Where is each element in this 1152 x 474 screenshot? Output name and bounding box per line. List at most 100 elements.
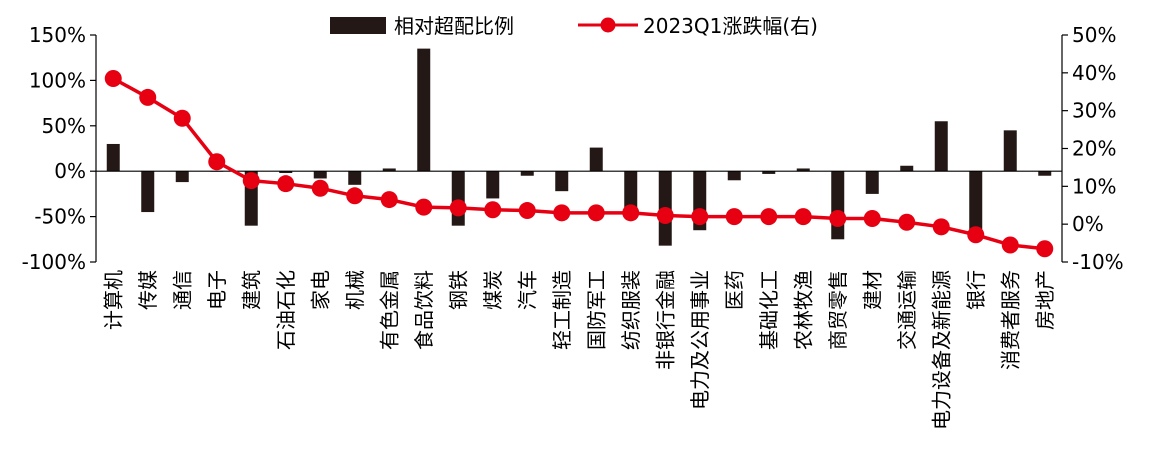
line-point [277, 175, 295, 193]
right-tick-label: 40% [1072, 61, 1116, 85]
category-label: 医药 [722, 270, 746, 310]
bar [520, 171, 534, 176]
bar [141, 171, 155, 213]
right-tick-label: 0% [1072, 212, 1104, 236]
category-label: 非银行金融 [653, 270, 677, 370]
legend-bar-swatch [330, 17, 386, 34]
bar [106, 143, 120, 172]
line-point [1001, 236, 1019, 254]
category-label: 房地产 [1033, 270, 1057, 330]
bar [624, 171, 638, 208]
right-tick-label: 20% [1072, 137, 1116, 161]
bar [451, 171, 465, 226]
category-label: 家电 [308, 270, 332, 310]
left-tick-label: 50% [42, 114, 86, 138]
bar [900, 165, 914, 172]
bar [1038, 171, 1052, 176]
line-point [760, 208, 778, 226]
line-point [380, 191, 398, 209]
line-point [484, 201, 502, 219]
category-label: 有色金属 [377, 270, 401, 350]
bar [727, 171, 741, 181]
line-point [242, 172, 260, 190]
category-label: 交通运输 [895, 270, 919, 350]
bar [589, 147, 603, 172]
legend-bar-label: 相对超配比例 [394, 14, 514, 38]
bar [175, 171, 189, 183]
line-point [311, 179, 329, 197]
category-label: 建筑 [239, 270, 263, 310]
line-series [104, 70, 1054, 258]
right-tick-label: 10% [1072, 174, 1116, 198]
line-point [967, 226, 985, 244]
right-tick-label: 50% [1072, 23, 1116, 47]
line-point [656, 206, 674, 224]
category-label: 建材 [860, 270, 884, 310]
category-label: 煤炭 [481, 270, 505, 310]
legend: 相对超配比例 2023Q1涨跌幅(右) [330, 14, 818, 38]
line-point [139, 88, 157, 106]
line-point [104, 70, 122, 88]
category-label: 电力设备及新能源 [929, 270, 953, 430]
category-label: 汽车 [515, 270, 539, 310]
line-point [449, 199, 467, 217]
bar [313, 171, 327, 179]
bar [417, 48, 431, 172]
category-label: 石油石化 [274, 270, 298, 350]
bar [796, 168, 810, 172]
bar [969, 171, 983, 233]
category-label: 食品饮料 [412, 270, 436, 350]
category-label: 电子 [205, 270, 229, 310]
line-point [863, 209, 881, 227]
bar [762, 171, 776, 174]
line-point [622, 204, 640, 222]
left-axis: 150% 100% 50% 0% -50% -100% [22, 23, 97, 274]
legend-line-label: 2023Q1涨跌幅(右) [643, 14, 818, 38]
left-tick-label: -50% [34, 205, 86, 229]
category-label: 电力及公用事业 [688, 270, 712, 410]
series-line [112, 76, 1045, 251]
legend-line-marker [600, 17, 616, 33]
line-point [415, 198, 433, 216]
left-tick-label: 100% [29, 68, 86, 92]
left-tick-label: 150% [29, 23, 86, 47]
bar [1003, 130, 1017, 172]
category-label: 银行 [964, 270, 988, 310]
category-label: 纺织服装 [619, 270, 643, 350]
left-tick-label: -100% [22, 250, 86, 274]
right-tick-label: 30% [1072, 99, 1116, 123]
category-label: 商贸零售 [826, 270, 850, 350]
category-label: 消费者服务 [998, 270, 1022, 370]
line-point [553, 204, 571, 222]
line-point [829, 209, 847, 227]
bar [486, 171, 500, 199]
category-label: 钢铁 [446, 270, 470, 310]
right-axis: 50% 40% 30% 20% 10% 0% -10% [1061, 23, 1124, 274]
bar [934, 121, 948, 172]
category-label: 计算机 [101, 270, 125, 330]
category-label: 国防军工 [584, 270, 608, 350]
category-label: 基础化工 [757, 270, 781, 350]
line-point [346, 187, 364, 205]
line-point [587, 204, 605, 222]
category-label: 通信 [170, 270, 194, 310]
line-point [898, 213, 916, 231]
x-axis-labels: 计算机 传媒 通信 电子 建筑 石油石化 家电 机械 有色金属 食品饮料 钢铁 煤炭 汽车 轻工制造 国防军… [101, 270, 1057, 430]
line-point [173, 109, 191, 127]
bar [831, 171, 845, 240]
line-point [725, 208, 743, 226]
line-point [1036, 240, 1054, 258]
category-label: 轻工制造 [550, 270, 574, 350]
bar [865, 171, 879, 194]
line-point [691, 208, 709, 226]
line-point [932, 218, 950, 236]
category-label: 农林牧渔 [791, 270, 815, 350]
left-tick-label: 0% [54, 159, 86, 183]
line-point [208, 153, 226, 171]
line-point [518, 202, 536, 220]
category-label: 传媒 [136, 270, 160, 310]
category-label: 机械 [343, 270, 367, 310]
bar [348, 171, 362, 185]
line-point [794, 208, 812, 226]
